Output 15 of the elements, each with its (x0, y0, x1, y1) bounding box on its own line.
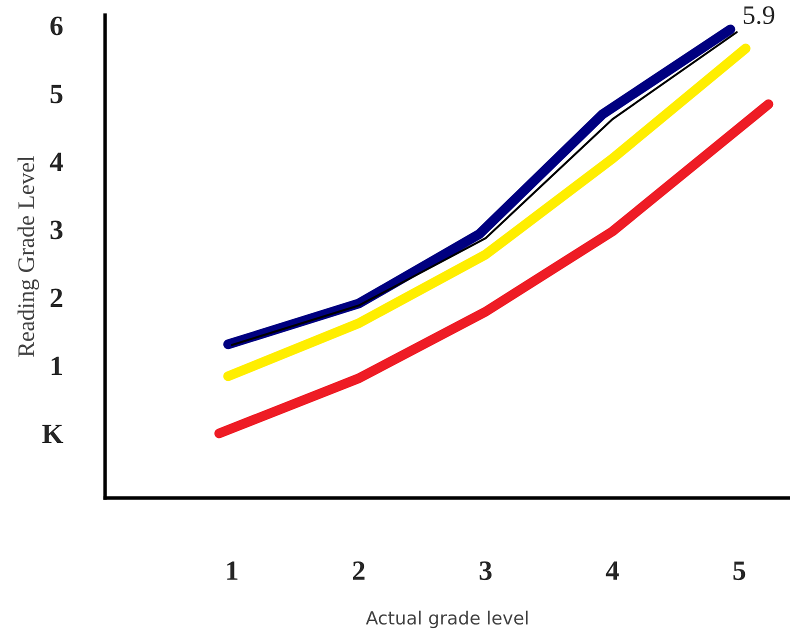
x-axis-title: Actual grade level (366, 610, 528, 628)
x-tick-label: 3 (480, 561, 492, 580)
y-axis-title: Reading Grade Level (18, 156, 40, 357)
x-tick-label: 5 (733, 562, 746, 580)
y-tick-label: 6 (50, 16, 63, 36)
y-tick-label: 3 (50, 220, 62, 240)
x-tick-label: 4 (606, 562, 619, 580)
y-tick-label: K (42, 424, 64, 444)
annotation: 5.9 (744, 6, 774, 24)
x-tick-label: 2 (352, 561, 364, 580)
x-tick-label: 1 (227, 561, 238, 580)
y-tick-label: 5 (50, 84, 62, 104)
y-tick-label: 4 (50, 152, 63, 172)
y-tick-label: 1 (52, 356, 62, 376)
y-tick-label: 2 (50, 288, 62, 308)
